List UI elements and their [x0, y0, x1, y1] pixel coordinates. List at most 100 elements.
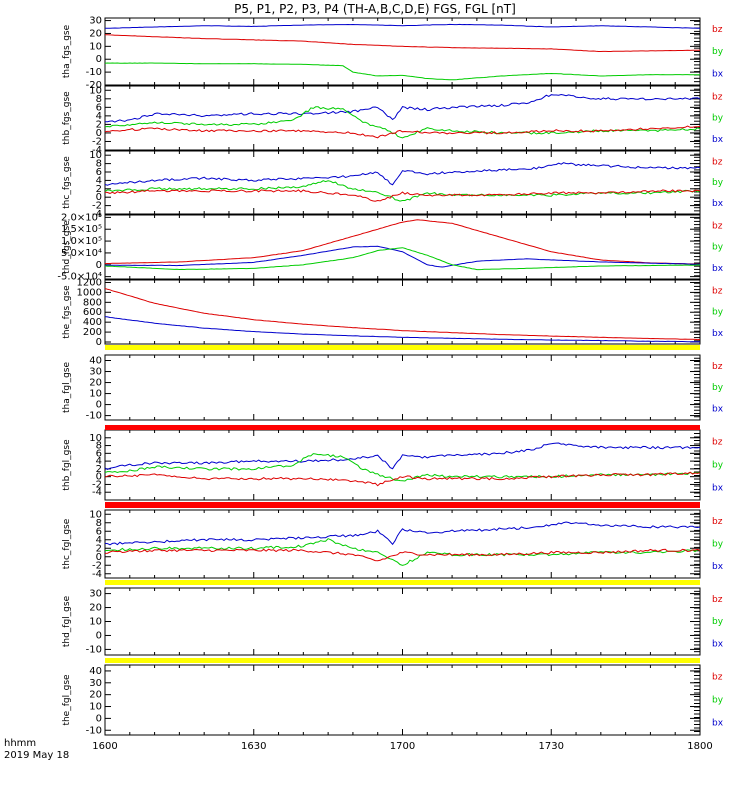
y-tick-label: -2 — [92, 136, 102, 147]
y-tick-label: 0 — [96, 337, 102, 348]
x-tick-label: 1600 — [92, 741, 117, 752]
y-tick-label: -4 — [92, 487, 102, 498]
y-axis-label: thd_fgs_gse — [62, 220, 72, 274]
series-bx-line — [104, 23, 701, 29]
legend-by: by — [712, 308, 724, 318]
legend-bx: bx — [712, 264, 724, 274]
status-bar-yellow-1 — [105, 345, 700, 350]
y-tick-label: 600 — [83, 307, 102, 318]
series-bz-line — [104, 125, 701, 139]
status-bar-red-2 — [105, 502, 700, 508]
y-tick-label: -20 — [86, 80, 102, 91]
y-tick-label: 0 — [96, 260, 102, 271]
legend-bx: bx — [712, 405, 724, 415]
y-tick-label: 0 — [96, 128, 102, 139]
y-tick-label: 10 — [89, 702, 102, 713]
y-tick-label: 20 — [89, 690, 102, 701]
y-tick-label: -2 — [92, 479, 102, 490]
y-axis-label: thc_fgs_gse — [62, 156, 72, 209]
panel-frame — [104, 587, 701, 656]
y-tick-label: 0 — [96, 630, 102, 641]
y-tick-label: -10 — [86, 411, 102, 422]
y-tick-label: 2 — [96, 464, 102, 475]
legend-by: by — [712, 47, 724, 57]
y-tick-label: 5.0×10⁴ — [61, 248, 102, 259]
legend-bx: bx — [712, 639, 724, 649]
series-bx-line — [104, 93, 701, 123]
chart-title: P5, P1, P2, P3, P4 (TH-A,B,C,D,E) FGS, F… — [234, 2, 516, 16]
y-tick-label: 6 — [96, 448, 102, 459]
legend-bz: bz — [712, 362, 723, 372]
legend-bx: bx — [712, 562, 724, 572]
series-bz-line — [104, 471, 701, 487]
y-tick-label: 20 — [89, 28, 102, 39]
y-tick-label: -4 — [92, 569, 102, 580]
legend-bx: bx — [712, 69, 724, 79]
panel-frame — [104, 509, 701, 579]
y-tick-label: 10 — [89, 389, 102, 400]
y-tick-label: 30 — [89, 589, 102, 600]
legend-bx: bx — [712, 329, 724, 339]
y-tick-label: 2 — [96, 119, 102, 130]
y-tick-label: 0 — [96, 192, 102, 203]
y-tick-label: 10 — [89, 509, 102, 520]
y-tick-label: -5.0×10⁴ — [57, 272, 102, 283]
series-bz-line — [104, 189, 701, 202]
legend-bz: bz — [712, 222, 723, 232]
legend-bx: bx — [712, 135, 724, 145]
y-axis-label: the_fgl_gse — [62, 674, 72, 726]
legend-by: by — [712, 243, 724, 253]
legend-bz: bz — [712, 157, 723, 167]
legend-by: by — [712, 178, 724, 188]
series-by-line — [104, 62, 700, 81]
y-tick-label: 30 — [89, 678, 102, 689]
legend-bz: bz — [712, 517, 723, 527]
y-tick-label: 10 — [89, 617, 102, 628]
y-axis-label: thb_fgs_gse — [62, 91, 72, 145]
series-bx-line — [104, 245, 701, 268]
series-by-line — [104, 247, 701, 271]
legend-bz: bz — [712, 287, 723, 297]
panel-thd-fgs-gse: 2.0×10⁵1.5×10⁵1.0×10⁵5.0×10⁴0-5.0×10⁴thd… — [57, 212, 723, 282]
y-tick-label: 2.0×10⁵ — [61, 212, 102, 223]
y-tick-label: 6 — [96, 102, 102, 113]
y-tick-label: -10 — [86, 644, 102, 655]
y-tick-label: 1000 — [77, 287, 102, 298]
y-tick-label: 10 — [89, 150, 102, 161]
legend-by: by — [712, 114, 724, 124]
y-tick-label: 4 — [96, 111, 102, 122]
y-tick-label: 400 — [83, 317, 102, 328]
series-bx-line — [104, 162, 701, 186]
status-bar-red-1 — [105, 425, 700, 430]
y-tick-label: 10 — [89, 41, 102, 52]
y-tick-label: 1.5×10⁵ — [61, 224, 102, 235]
y-tick-label: 1200 — [77, 277, 102, 288]
date-label: 2019 May 18 — [4, 750, 69, 761]
y-tick-label: 4 — [96, 456, 102, 467]
x-tick-label: 1730 — [539, 741, 564, 752]
legend-by: by — [712, 696, 724, 706]
legend-bz: bz — [712, 673, 723, 683]
y-tick-label: 10 — [89, 433, 102, 444]
status-bar-yellow-3 — [105, 658, 700, 663]
status-bars-layer — [105, 345, 700, 663]
y-tick-label: 2 — [96, 184, 102, 195]
series-bx-line — [104, 316, 700, 343]
x-tick-label: 1630 — [241, 741, 266, 752]
y-tick-label: 30 — [89, 367, 102, 378]
panel-thd-fgl-gse: 30 20 10 0 -10 thd_fgl_gse bz by bx — [62, 587, 724, 656]
y-tick-label: 30 — [89, 16, 102, 27]
y-tick-label: 0 — [96, 552, 102, 563]
legend-bx: bx — [712, 484, 724, 494]
y-tick-label: 2 — [96, 543, 102, 554]
legend-by: by — [712, 540, 724, 550]
legend-bx: bx — [712, 199, 724, 209]
y-tick-label: -10 — [86, 725, 102, 736]
